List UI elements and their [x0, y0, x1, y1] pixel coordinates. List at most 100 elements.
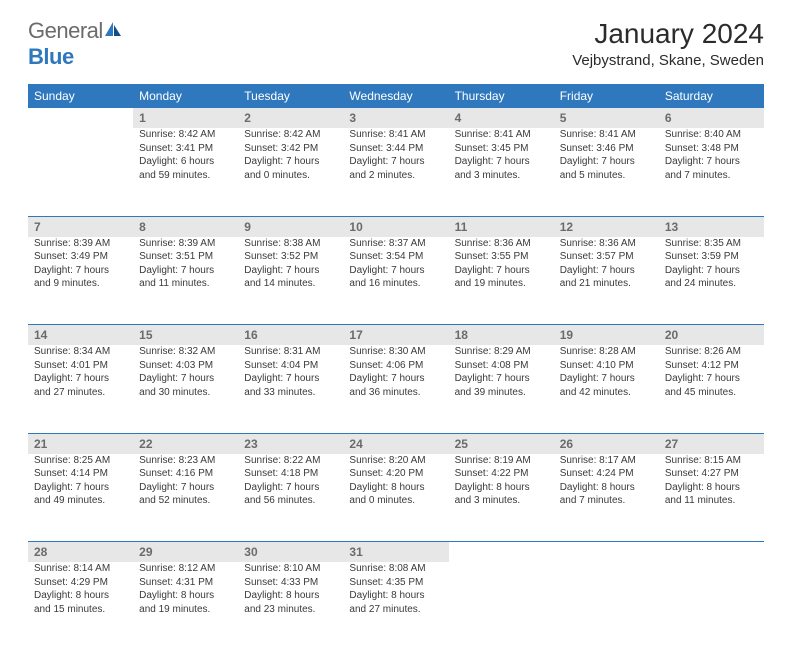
day-number-row: 123456 [28, 108, 764, 128]
day-cell: Sunrise: 8:14 AMSunset: 4:29 PMDaylight:… [28, 562, 133, 650]
day-daylight2: and 15 minutes. [34, 603, 127, 617]
day-sunset: Sunset: 3:42 PM [244, 142, 337, 156]
weekday-header: Monday [133, 84, 238, 108]
day-sunset: Sunset: 3:59 PM [665, 250, 758, 264]
day-cell: Sunrise: 8:35 AMSunset: 3:59 PMDaylight:… [659, 237, 764, 325]
weekday-header: Friday [554, 84, 659, 108]
day-cell: Sunrise: 8:41 AMSunset: 3:45 PMDaylight:… [449, 128, 554, 216]
day-sunrise: Sunrise: 8:19 AM [455, 454, 548, 468]
day-daylight2: and 19 minutes. [139, 603, 232, 617]
day-sunset: Sunset: 4:06 PM [349, 359, 442, 373]
page-title: January 2024 [572, 18, 764, 50]
day-cell: Sunrise: 8:12 AMSunset: 4:31 PMDaylight:… [133, 562, 238, 650]
day-number-cell: 1 [133, 108, 238, 128]
day-daylight1: Daylight: 7 hours [455, 372, 548, 386]
day-daylight1: Daylight: 7 hours [560, 264, 653, 278]
day-number-cell [28, 108, 133, 128]
day-sunset: Sunset: 3:48 PM [665, 142, 758, 156]
day-daylight2: and 23 minutes. [244, 603, 337, 617]
day-sunset: Sunset: 3:51 PM [139, 250, 232, 264]
day-sunset: Sunset: 3:49 PM [34, 250, 127, 264]
day-content-row: Sunrise: 8:42 AMSunset: 3:41 PMDaylight:… [28, 128, 764, 216]
calendar-table: Sunday Monday Tuesday Wednesday Thursday… [28, 84, 764, 650]
day-number-cell: 20 [659, 325, 764, 346]
day-sunrise: Sunrise: 8:41 AM [560, 128, 653, 142]
weekday-header: Sunday [28, 84, 133, 108]
day-daylight2: and 14 minutes. [244, 277, 337, 291]
day-sunrise: Sunrise: 8:29 AM [455, 345, 548, 359]
day-sunrise: Sunrise: 8:34 AM [34, 345, 127, 359]
day-daylight1: Daylight: 7 hours [244, 481, 337, 495]
weekday-header: Saturday [659, 84, 764, 108]
day-number-cell: 8 [133, 216, 238, 237]
day-number-cell [449, 542, 554, 563]
day-daylight1: Daylight: 7 hours [139, 372, 232, 386]
day-cell: Sunrise: 8:15 AMSunset: 4:27 PMDaylight:… [659, 454, 764, 542]
day-daylight1: Daylight: 7 hours [455, 264, 548, 278]
day-daylight1: Daylight: 7 hours [244, 372, 337, 386]
day-daylight1: Daylight: 7 hours [34, 264, 127, 278]
day-number-cell: 18 [449, 325, 554, 346]
day-daylight2: and 56 minutes. [244, 494, 337, 508]
day-daylight2: and 7 minutes. [560, 494, 653, 508]
day-number-cell: 28 [28, 542, 133, 563]
day-sunrise: Sunrise: 8:26 AM [665, 345, 758, 359]
day-sunset: Sunset: 4:10 PM [560, 359, 653, 373]
day-sunrise: Sunrise: 8:17 AM [560, 454, 653, 468]
day-cell: Sunrise: 8:34 AMSunset: 4:01 PMDaylight:… [28, 345, 133, 433]
day-cell: Sunrise: 8:41 AMSunset: 3:46 PMDaylight:… [554, 128, 659, 216]
logo: GeneralBlue [28, 18, 123, 70]
day-sunset: Sunset: 4:22 PM [455, 467, 548, 481]
header: GeneralBlue January 2024 Vejbystrand, Sk… [0, 0, 792, 78]
day-number-cell: 29 [133, 542, 238, 563]
day-sunrise: Sunrise: 8:36 AM [560, 237, 653, 251]
day-daylight1: Daylight: 7 hours [244, 155, 337, 169]
day-sunset: Sunset: 4:16 PM [139, 467, 232, 481]
day-number-cell [554, 542, 659, 563]
day-cell: Sunrise: 8:29 AMSunset: 4:08 PMDaylight:… [449, 345, 554, 433]
day-daylight1: Daylight: 7 hours [349, 155, 442, 169]
logo-text-blue: Blue [28, 44, 74, 69]
day-daylight2: and 0 minutes. [349, 494, 442, 508]
day-cell: Sunrise: 8:38 AMSunset: 3:52 PMDaylight:… [238, 237, 343, 325]
day-sunset: Sunset: 3:54 PM [349, 250, 442, 264]
day-sunset: Sunset: 3:55 PM [455, 250, 548, 264]
day-sunrise: Sunrise: 8:30 AM [349, 345, 442, 359]
day-daylight2: and 3 minutes. [455, 494, 548, 508]
day-daylight1: Daylight: 6 hours [139, 155, 232, 169]
day-number-cell: 3 [343, 108, 448, 128]
day-daylight2: and 59 minutes. [139, 169, 232, 183]
day-cell: Sunrise: 8:39 AMSunset: 3:49 PMDaylight:… [28, 237, 133, 325]
day-daylight1: Daylight: 7 hours [244, 264, 337, 278]
day-number-cell: 23 [238, 433, 343, 454]
day-daylight2: and 11 minutes. [139, 277, 232, 291]
day-number-cell: 13 [659, 216, 764, 237]
day-sunrise: Sunrise: 8:23 AM [139, 454, 232, 468]
day-sunrise: Sunrise: 8:41 AM [455, 128, 548, 142]
day-cell: Sunrise: 8:30 AMSunset: 4:06 PMDaylight:… [343, 345, 448, 433]
day-cell: Sunrise: 8:26 AMSunset: 4:12 PMDaylight:… [659, 345, 764, 433]
day-number-cell: 5 [554, 108, 659, 128]
day-number-cell: 19 [554, 325, 659, 346]
day-number-cell: 2 [238, 108, 343, 128]
day-sunset: Sunset: 4:33 PM [244, 576, 337, 590]
day-sunrise: Sunrise: 8:08 AM [349, 562, 442, 576]
logo-sail-icon [103, 18, 123, 44]
day-daylight2: and 5 minutes. [560, 169, 653, 183]
day-daylight1: Daylight: 7 hours [349, 264, 442, 278]
day-cell: Sunrise: 8:20 AMSunset: 4:20 PMDaylight:… [343, 454, 448, 542]
day-number-row: 21222324252627 [28, 433, 764, 454]
day-cell: Sunrise: 8:37 AMSunset: 3:54 PMDaylight:… [343, 237, 448, 325]
day-daylight2: and 0 minutes. [244, 169, 337, 183]
day-sunrise: Sunrise: 8:36 AM [455, 237, 548, 251]
day-daylight1: Daylight: 7 hours [349, 372, 442, 386]
day-daylight2: and 21 minutes. [560, 277, 653, 291]
day-sunset: Sunset: 4:35 PM [349, 576, 442, 590]
day-daylight1: Daylight: 8 hours [34, 589, 127, 603]
day-daylight2: and 45 minutes. [665, 386, 758, 400]
day-sunset: Sunset: 3:45 PM [455, 142, 548, 156]
day-cell [659, 562, 764, 650]
day-daylight1: Daylight: 8 hours [349, 481, 442, 495]
day-sunrise: Sunrise: 8:39 AM [139, 237, 232, 251]
day-cell: Sunrise: 8:19 AMSunset: 4:22 PMDaylight:… [449, 454, 554, 542]
